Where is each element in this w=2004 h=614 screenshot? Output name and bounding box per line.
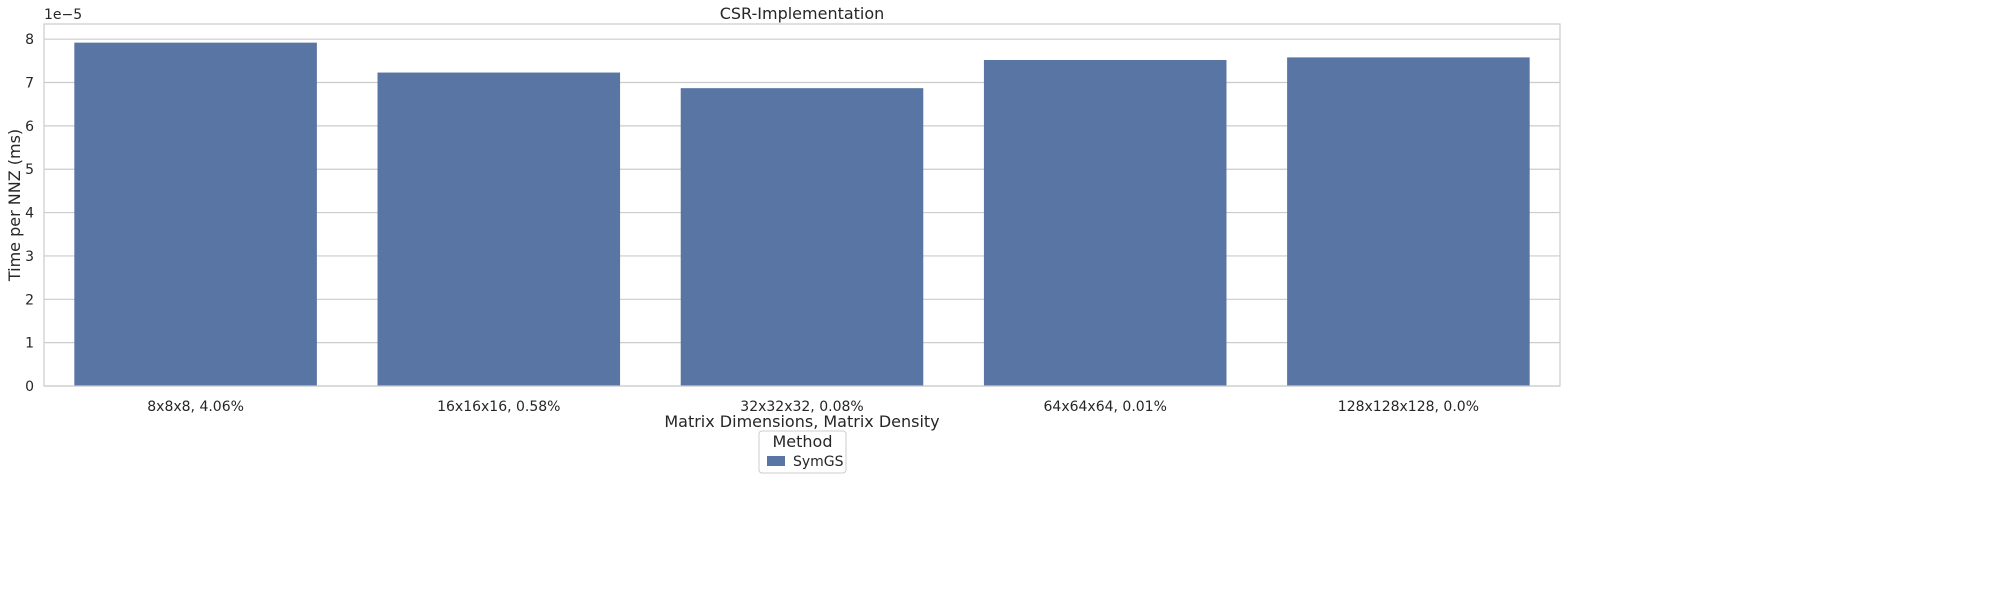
y-axis-label: Time per NNZ (ms) [5, 129, 24, 282]
y-tick-label: 5 [25, 162, 34, 178]
bars [74, 42, 1530, 387]
y-tick-label: 0 [25, 379, 34, 395]
legend-label-symgs: SymGS [793, 454, 844, 470]
x-tick-label: 32x32x32, 0.08% [740, 399, 863, 415]
y-tick-label: 8 [25, 32, 34, 48]
x-tick-labels: 8x8x8, 4.06% 16x16x16, 0.58% 32x32x32, 0.0… [147, 399, 1479, 415]
bar [680, 88, 924, 386]
legend: Method SymGS [758, 430, 847, 474]
y-tick-label: 4 [25, 206, 34, 222]
x-axis-label: Matrix Dimensions, Matrix Density [664, 412, 939, 431]
x-tick-label: 16x16x16, 0.58% [437, 399, 560, 415]
y-tick-labels: 0 1 2 3 4 5 6 7 8 [25, 32, 34, 395]
y-tick-label: 6 [25, 119, 34, 135]
x-tick-label: 128x128x128, 0.0% [1338, 399, 1479, 415]
x-tick-label: 8x8x8, 4.06% [147, 399, 244, 415]
bar [74, 42, 317, 387]
x-tick-label: 64x64x64, 0.01% [1044, 399, 1167, 415]
bar [1287, 57, 1530, 387]
y-tick-label: 7 [25, 76, 34, 92]
bar [983, 59, 1227, 386]
y-tick-label: 2 [25, 292, 34, 308]
legend-title: Method [772, 432, 832, 451]
y-offset-label: 1e−5 [44, 7, 82, 23]
chart-title: CSR-Implementation [720, 4, 885, 23]
bar [377, 72, 621, 386]
plot-frame [43, 23, 1561, 387]
legend-swatch-symgs [767, 456, 785, 466]
y-tick-label: 3 [25, 249, 34, 265]
y-tick-label: 1 [25, 336, 34, 352]
